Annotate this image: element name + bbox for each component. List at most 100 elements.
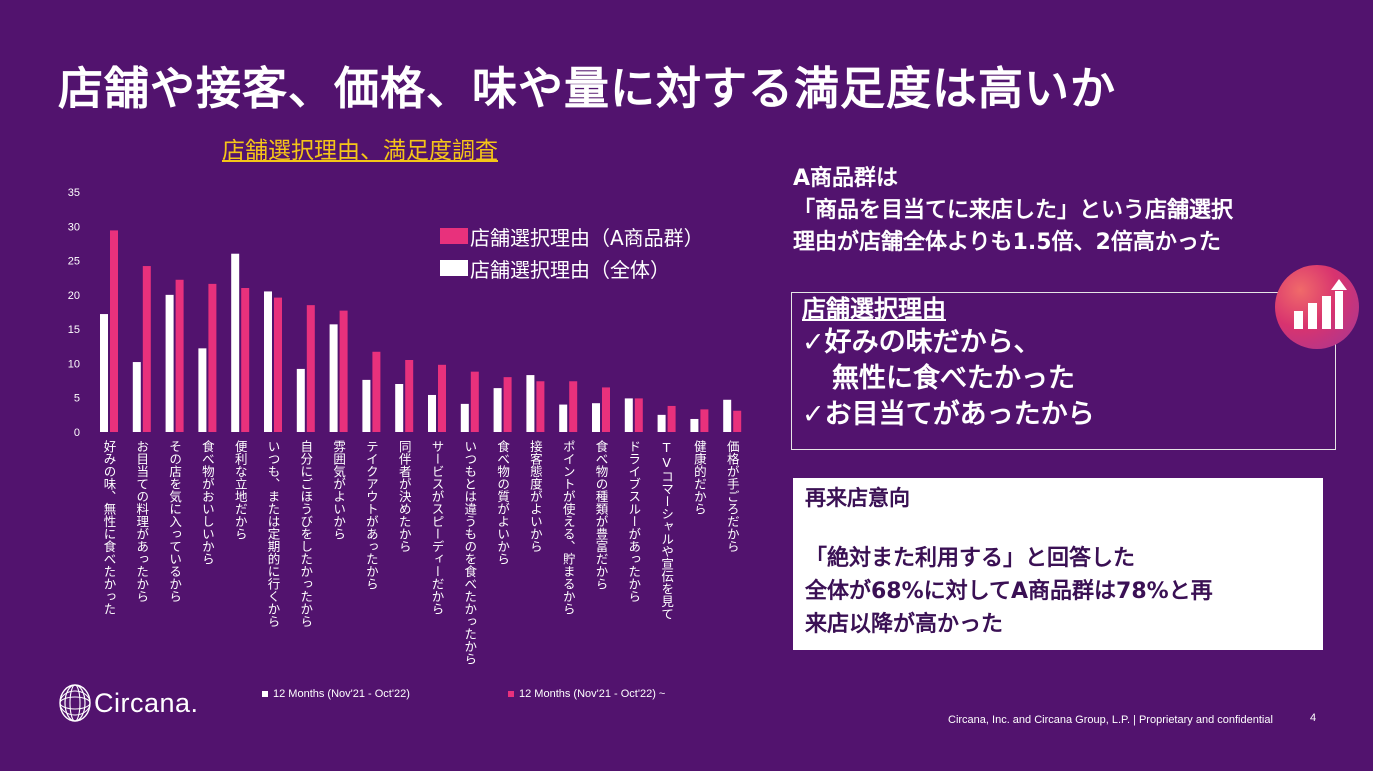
- bar-a-group: [175, 279, 184, 432]
- bar-a-group: [110, 230, 118, 432]
- bar-a-group: [700, 409, 709, 432]
- bar-overall: [493, 388, 502, 432]
- bar-a-group: [142, 266, 151, 432]
- bar-overall: [165, 294, 174, 432]
- bar-overall: [723, 399, 732, 432]
- bar-overall: [264, 291, 272, 432]
- bar-overall: [296, 368, 305, 432]
- bar-overall: [231, 253, 240, 432]
- x-category-label: ドライブスルーがあったから: [626, 440, 641, 603]
- revisit-line: 全体が68%に対してA商品群は78%と再: [805, 579, 1213, 604]
- revisit-body: 「絶対また利用する」と回答した 全体が68%に対してA商品群は78%と再 来店以…: [805, 542, 1311, 641]
- bottom-legend-label: 12 Months (Nov'21 - Oct'22) ~: [519, 688, 666, 700]
- circana-logo: Circana.: [58, 683, 199, 723]
- bar-overall: [592, 403, 600, 432]
- bar-a-group: [372, 351, 381, 432]
- bar-a-group: [306, 305, 315, 432]
- legend-swatch-pink: [440, 228, 468, 244]
- page-number: 4: [1310, 712, 1317, 724]
- legend-swatch-pink: [508, 691, 514, 697]
- reason-line: ✓好みの味だから、: [802, 327, 1041, 358]
- bar-a-group: [667, 405, 676, 432]
- circana-globe-icon: [59, 684, 91, 722]
- chart-title: 店舗選択理由、満足度調査: [222, 138, 498, 164]
- x-category-label: TVコマーシャルや宣伝を見て: [659, 440, 674, 620]
- bar-a-group: [438, 364, 446, 432]
- callout-line: 理由が店舗全体よりも1.5倍、2倍高かった: [793, 230, 1221, 255]
- x-category-label: 価格が手ごろだから: [725, 440, 740, 553]
- bar-a-group: [536, 381, 545, 432]
- y-tick-label: 35: [68, 187, 80, 199]
- bar-a-group: [405, 360, 414, 432]
- y-tick-label: 0: [74, 427, 80, 439]
- x-category-label: 食べ物の種類が豊富だから: [594, 439, 609, 590]
- bar-a-group: [470, 371, 479, 432]
- callout-line: A商品群は: [793, 166, 899, 191]
- x-category-label: 同伴者が決めたから: [397, 440, 412, 553]
- legend-item-overall: 店舗選択理由（全体）: [440, 252, 704, 284]
- bar-overall: [690, 418, 699, 432]
- legend-label: 店舗選択理由（全体）: [470, 257, 670, 282]
- slide-title: 店舗や接客、価格、味や量に対する満足度は高いか: [58, 62, 1117, 115]
- bar-overall: [395, 384, 404, 432]
- bar-a-group: [634, 398, 643, 432]
- bar-overall: [198, 348, 207, 432]
- bar-overall: [559, 404, 568, 432]
- x-category-label: 接客態度がよいから: [528, 439, 543, 553]
- y-tick-label: 10: [68, 358, 80, 370]
- reason-line: 無性に食べたかった: [832, 363, 1075, 394]
- bar-a-group: [733, 410, 742, 432]
- revisit-intent-box: 再来店意向 「絶対また利用する」と回答した 全体が68%に対してA商品群は78%…: [793, 478, 1323, 650]
- revisit-line: 「絶対また利用する」と回答した: [805, 546, 1136, 571]
- chart-legend: 店舗選択理由（A商品群） 店舗選択理由（全体）: [440, 220, 704, 284]
- x-category-label: 雰囲気がよいから: [331, 440, 346, 540]
- bar-a-group: [569, 381, 578, 432]
- bar-overall: [657, 414, 666, 432]
- bottom-legend-overall: 12 Months (Nov'21 - Oct'22): [262, 688, 410, 700]
- bar-overall: [329, 324, 338, 432]
- x-category-label: 便利な立地だから: [233, 440, 248, 540]
- y-tick-label: 30: [68, 221, 80, 233]
- bar-chart-up-icon: [1275, 265, 1359, 349]
- bottom-legend-label: 12 Months (Nov'21 - Oct'22): [273, 688, 410, 700]
- revisit-heading: 再来店意向: [805, 486, 910, 510]
- x-category-label: その店を気に入っているから: [167, 440, 182, 603]
- x-category-label: ポイントが使える、貯まるから: [561, 440, 576, 615]
- bar-a-group: [339, 310, 348, 432]
- revisit-line: 来店以降が高かった: [805, 612, 1004, 637]
- bar-overall: [362, 379, 371, 432]
- legend-swatch-white: [440, 260, 468, 276]
- legend-label: 店舗選択理由（A商品群）: [470, 225, 704, 250]
- reason-heading: 店舗選択理由: [802, 295, 946, 323]
- x-category-label: 健康的だから: [692, 440, 707, 515]
- store-reason-box: 店舗選択理由 ✓好みの味だから、 無性に食べたかった ✓お目当てがあったから: [791, 292, 1336, 450]
- bar-a-group: [503, 377, 512, 432]
- key-finding-callout: A商品群は 「商品を目当てに来店した」という店舗選択 理由が店舗全体よりも1.5…: [793, 163, 1233, 259]
- x-category-label: サービスがスピーディーだから: [430, 440, 445, 615]
- bar-overall: [428, 394, 436, 432]
- reason-line: ✓お目当てがあったから: [802, 399, 1095, 430]
- x-category-label: 食べ物の質がよいから: [495, 439, 510, 565]
- bar-chart: 0 5 10 15 20 25 30 35 好みの味、無性に食べたかった お目当ての料理があったか…: [68, 187, 742, 665]
- bar-overall: [132, 362, 141, 432]
- y-tick-label: 25: [68, 256, 80, 268]
- x-category-label: 好みの味、無性に食べたかった: [102, 440, 117, 615]
- bar-overall: [526, 375, 535, 432]
- logo-text: Circana.: [94, 687, 199, 718]
- bar-a-group: [241, 288, 250, 432]
- x-category-label: 食べ物がおいしいから: [200, 439, 215, 565]
- x-category-label: テイクアウトがあったから: [364, 440, 379, 590]
- x-category-label: いつも、または定期的に行くから: [266, 440, 281, 628]
- x-category-label: お目当ての料理があったから: [134, 440, 149, 603]
- y-tick-label: 5: [74, 393, 80, 405]
- bottom-legend-a-group: 12 Months (Nov'21 - Oct'22) ~: [508, 688, 665, 700]
- y-tick-label: 20: [68, 290, 80, 302]
- bar-overall: [100, 314, 108, 432]
- bar-a-group: [208, 283, 217, 432]
- callout-line: 「商品を目当てに来店した」という店舗選択: [793, 198, 1234, 223]
- footer-text: Circana, Inc. and Circana Group, L.P. | …: [948, 714, 1273, 726]
- bar-a-group: [602, 387, 610, 432]
- x-category-label: 自分にごほうびをしたかったから: [298, 440, 313, 628]
- x-category-label: いつもとは違うものを食べたかったから: [462, 440, 477, 665]
- bar-overall: [624, 398, 633, 432]
